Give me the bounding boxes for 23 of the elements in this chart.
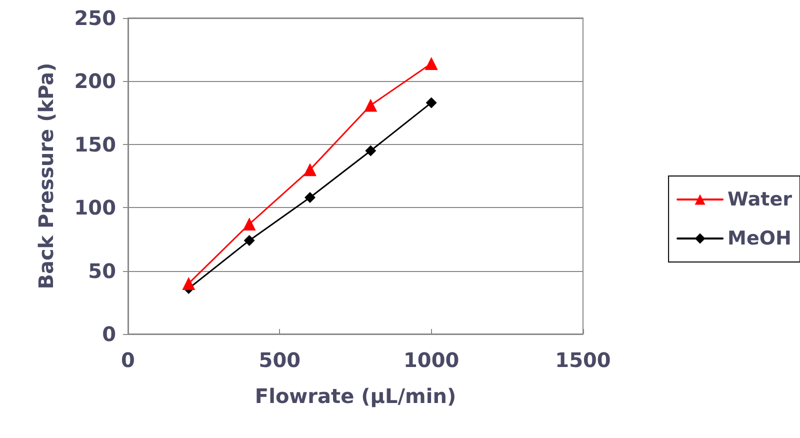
x-tick-label: 0	[121, 348, 135, 372]
y-tick-label: 50	[88, 258, 116, 283]
y-tick-label: 150	[74, 132, 116, 156]
y-axis-title: Back Pressure (kPa)	[34, 62, 58, 290]
point	[365, 145, 376, 156]
x-tick-label: 1000	[403, 348, 460, 372]
y-tick-label: 0	[102, 322, 116, 346]
point	[242, 218, 256, 231]
legend-label: MeOH	[728, 228, 792, 250]
x-axis-title: Flowrate (µL/min)	[254, 384, 456, 408]
y-tick-label: 200	[74, 69, 116, 94]
y-tick-label: 100	[74, 196, 116, 220]
point	[364, 98, 378, 112]
point	[426, 97, 437, 108]
point	[424, 57, 438, 70]
point	[182, 276, 196, 290]
legend-label: Water	[728, 188, 793, 210]
point	[304, 192, 316, 203]
point	[304, 163, 316, 176]
x-tick-label: 500	[258, 348, 301, 372]
y-tick-label: 250	[74, 6, 116, 30]
point	[244, 234, 255, 246]
x-tick-label: 1500	[555, 348, 611, 372]
